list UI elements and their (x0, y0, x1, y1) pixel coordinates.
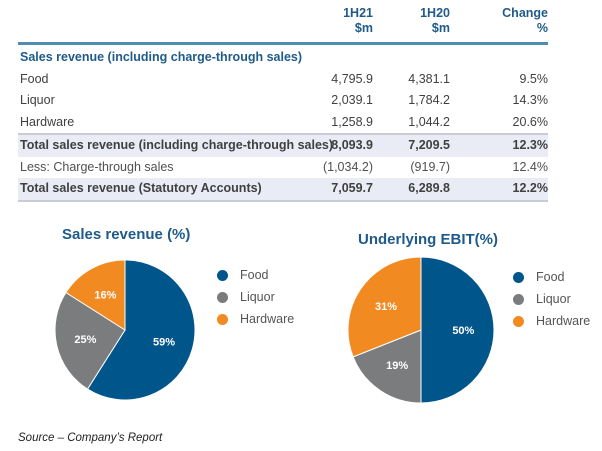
cell-1h20: 1,784.2 (408, 93, 450, 107)
pie-label-food: 50% (452, 325, 474, 337)
legend-dot-liquor-icon (513, 293, 524, 305)
legend-dot-hardware-icon (217, 313, 228, 325)
legend-item-liquor: Liquor (513, 288, 590, 310)
cell-change: 14.3% (512, 93, 548, 107)
chart-title-sales-revenue: Sales revenue (%) (62, 226, 191, 243)
pie-label-hardware: 31% (375, 301, 397, 313)
legend-dot-hardware-icon (513, 315, 524, 327)
legend-sales-revenue: Food Liquor Hardware (217, 264, 294, 330)
table-row-total: Total sales revenue (including charge-th… (18, 133, 548, 157)
pie-slice-liquor (352, 329, 422, 404)
col-header-1h21: 1H21 $m (343, 6, 373, 35)
cell-1h20: (919.7) (410, 159, 450, 174)
cell-1h21: 2,039.1 (331, 93, 373, 107)
cell-1h20: 6,289.8 (408, 181, 450, 195)
col-header-1h20: 1H20 $m (420, 6, 450, 35)
cell-1h21: 4,795.9 (331, 71, 373, 86)
legend-item-hardware: Hardware (513, 310, 590, 332)
cell-1h21: (1,034.2) (322, 159, 373, 174)
pie-slice-food (420, 256, 495, 404)
legend-dot-food-icon (217, 269, 228, 281)
table-row: Liquor 2,039.1 1,784.2 14.3% (18, 90, 548, 112)
legend-item-hardware: Hardware (217, 308, 294, 330)
cell-change: 9.5% (519, 71, 549, 86)
cell-1h20: 4,381.1 (408, 71, 450, 86)
source-note: Source – Company’s Report (18, 432, 163, 444)
legend-dot-food-icon (513, 271, 524, 283)
table-row: Hardware 1,258.9 1,044.2 20.6% (18, 112, 548, 134)
cell-change: 12.4% (512, 159, 548, 174)
section-title-row: Sales revenue (including charge-through … (18, 47, 548, 69)
row-label: Total sales revenue (Statutory Accounts) (20, 181, 262, 195)
cell-change: 12.3% (512, 138, 548, 152)
col-header-change: Change% (502, 6, 548, 35)
cell-1h21: 7,059.7 (331, 181, 373, 195)
table-row: Less: Charge-through sales (1,034.2) (91… (18, 157, 548, 179)
pie-label-hardware: 16% (94, 289, 116, 301)
row-label: Less: Charge-through sales (20, 159, 174, 174)
revenue-table: 1H21 $m 1H20 $m Change% Sales revenue (inc… (18, 0, 548, 202)
row-label: Total sales revenue (including charge-th… (20, 138, 334, 152)
pie-slice-hardware (65, 259, 126, 331)
legend-item-food: Food (217, 264, 294, 286)
chart-title-underlying-ebit: Underlying EBIT(%) (358, 231, 499, 248)
cell-change: 20.6% (512, 114, 548, 129)
row-label: Hardware (20, 114, 75, 129)
cell-1h21: 8,093.9 (331, 138, 373, 152)
row-label: Food (20, 71, 49, 86)
pie-label-food: 59% (153, 336, 175, 348)
legend-item-liquor: Liquor (217, 286, 294, 308)
legend-dot-liquor-icon (217, 291, 228, 303)
pie-label-liquor: 25% (74, 334, 96, 346)
cell-1h21: 1,258.9 (331, 114, 373, 129)
row-label: Liquor (20, 93, 55, 107)
pie-label-liquor: 19% (386, 360, 408, 372)
pie-slice-food (86, 259, 196, 401)
pie-slice-liquor (54, 291, 126, 390)
pie-sales-revenue: 59% 25% 16% (54, 259, 196, 401)
table-row: Food 4,795.9 4,381.1 9.5% (18, 69, 548, 91)
cell-change: 12.2% (512, 181, 548, 195)
table-header: 1H21 $m 1H20 $m Change% (18, 0, 548, 45)
legend-underlying-ebit: Food Liquor Hardware (513, 266, 590, 332)
pie-underlying-ebit: 50% 19% 31% (347, 256, 495, 404)
table-row-total: Total sales revenue (Statutory Accounts)… (18, 178, 548, 202)
legend-item-food: Food (513, 266, 590, 288)
section-title: Sales revenue (including charge-through … (20, 50, 303, 64)
cell-1h20: 7,209.5 (408, 138, 450, 152)
cell-1h20: 1,044.2 (408, 114, 450, 129)
pie-slice-hardware (347, 256, 422, 358)
